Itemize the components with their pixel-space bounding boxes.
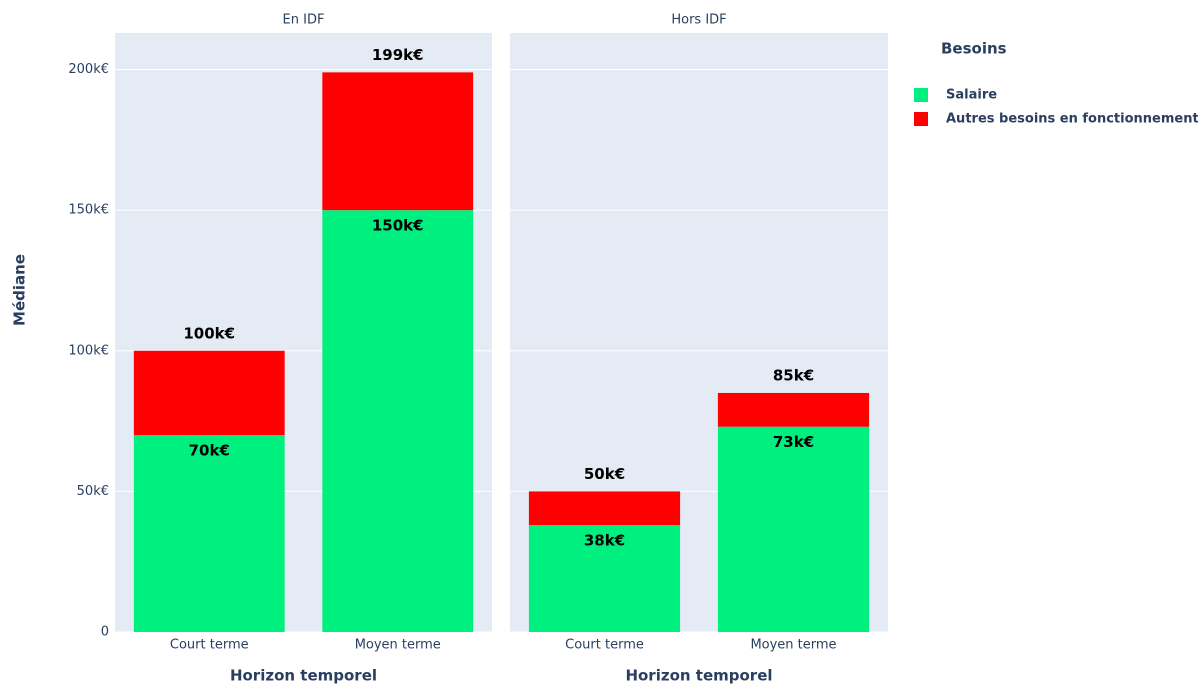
legend-swatch (914, 112, 928, 126)
y-axis-label: Médiane (11, 254, 29, 326)
bar-segment (133, 350, 285, 436)
x-tick-label: Moyen terme (355, 638, 441, 653)
facet-title: En IDF (283, 13, 325, 28)
y-tick-label: 50k€ (77, 484, 109, 499)
bar-segment (322, 72, 474, 211)
legend-swatch (914, 88, 928, 102)
x-tick-label: Moyen terme (750, 638, 836, 653)
total-label: 85k€ (773, 366, 814, 384)
y-tick-label: 0 (101, 625, 109, 640)
total-label: 199k€ (372, 46, 424, 64)
data-label: 70k€ (189, 442, 230, 460)
data-label: 38k€ (584, 532, 625, 550)
bar-segment (717, 392, 870, 427)
data-label: 73k€ (773, 433, 814, 451)
x-axis-label: Horizon temporel (230, 667, 377, 685)
total-label: 50k€ (584, 465, 625, 483)
legend-label: Autres besoins en fonctionnement (946, 112, 1198, 127)
x-tick-label: Court terme (170, 638, 249, 653)
y-tick-label: 200k€ (68, 62, 109, 77)
legend-title: Besoins (941, 40, 1007, 58)
bar-segment (322, 210, 474, 633)
bar-segment (528, 491, 681, 526)
legend-label: Salaire (946, 88, 997, 103)
data-label: 150k€ (372, 217, 424, 235)
y-tick-label: 150k€ (68, 203, 109, 218)
bar-segment (528, 525, 681, 632)
y-tick-label: 100k€ (68, 343, 109, 358)
x-tick-label: Court terme (565, 638, 644, 653)
bar-segment (717, 426, 870, 632)
facet-title: Hors IDF (671, 13, 726, 28)
bar-segment (133, 435, 285, 632)
total-label: 100k€ (183, 324, 235, 342)
x-axis-label: Horizon temporel (625, 667, 772, 685)
